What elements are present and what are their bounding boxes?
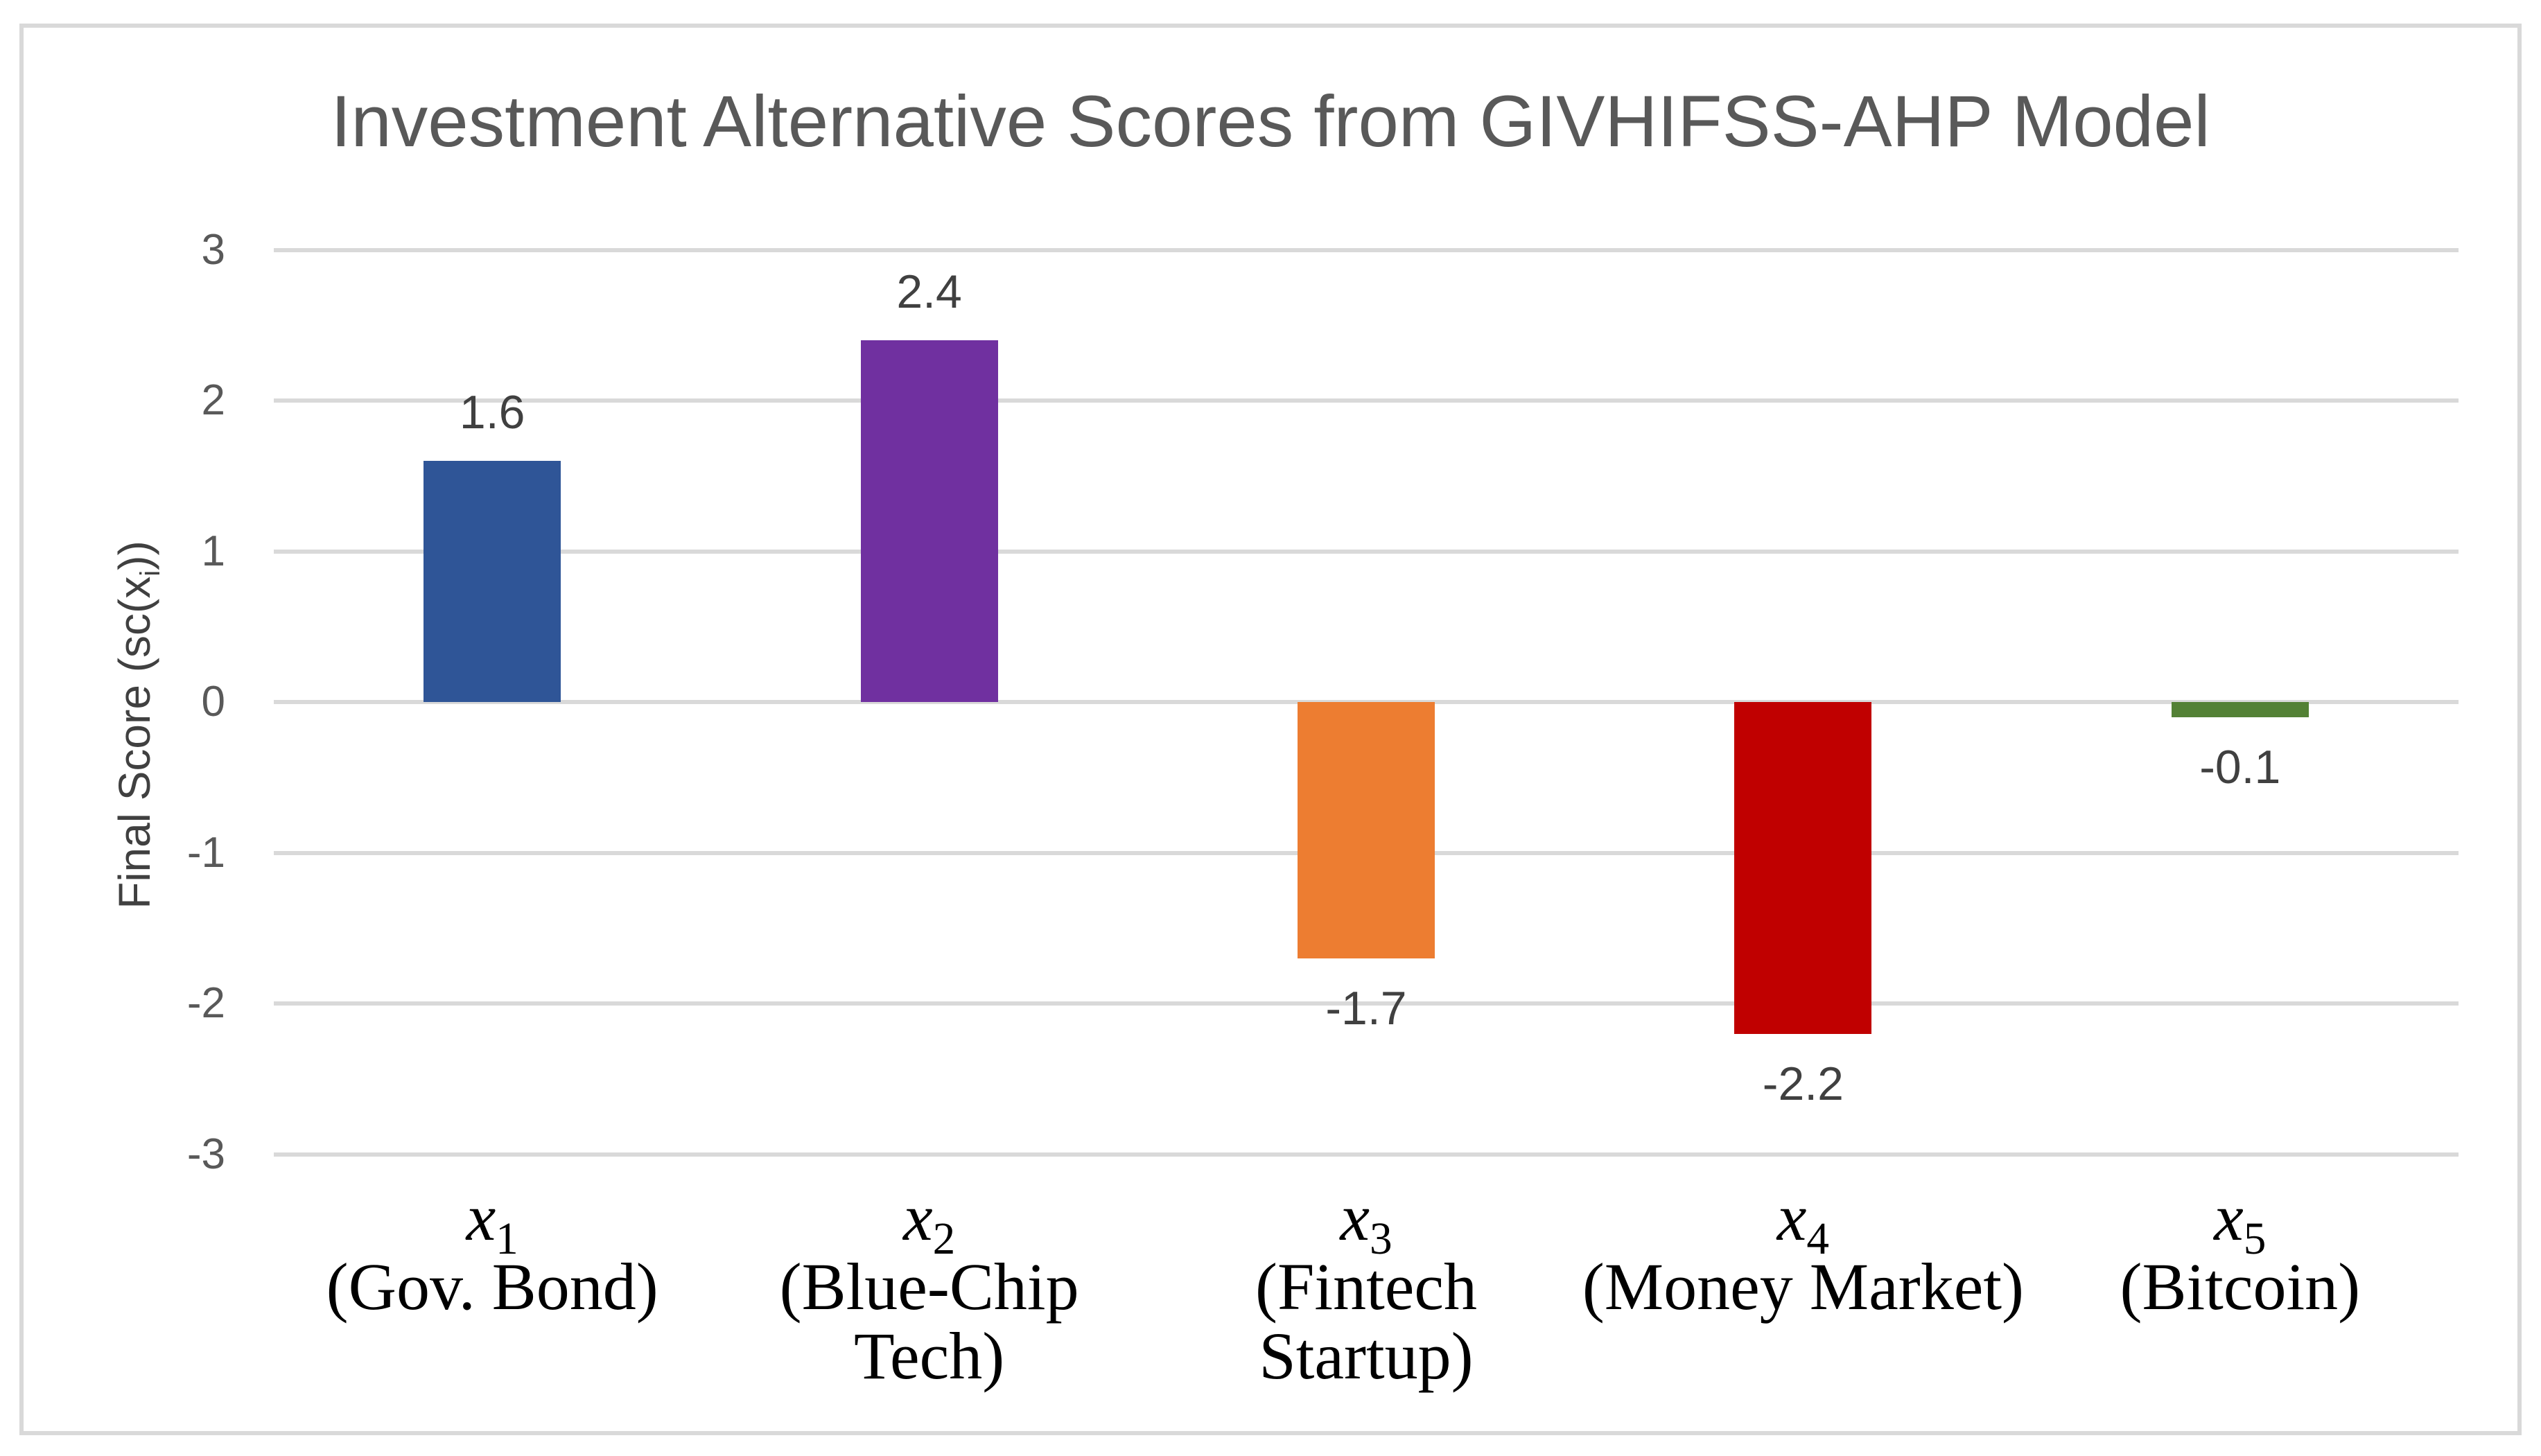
bar-x4 <box>1734 702 1872 1034</box>
y-tick-label--2: -2 <box>186 979 225 1027</box>
category-symbol-x4: x4 <box>1776 1180 1830 1265</box>
category-name-line: (Fintech <box>1255 1249 1477 1324</box>
bar-x3 <box>1298 702 1435 958</box>
data-label-x2: 2.4 <box>896 265 962 318</box>
gridline-y2 <box>274 398 2459 403</box>
category-label-x5: x5 (Bitcoin) <box>2018 1183 2462 1322</box>
chart-title: Investment Alternative Scores from GIVHI… <box>331 81 2210 162</box>
gridline-y-2 <box>274 1001 2459 1006</box>
y-tick-label-1: 1 <box>201 527 225 575</box>
data-label-x3: -1.7 <box>1325 981 1407 1035</box>
category-symbol-x2: x2 <box>902 1180 956 1265</box>
data-label-x5: -0.1 <box>2199 740 2281 793</box>
category-name-line: (Money Market) <box>1582 1249 2024 1324</box>
data-label-x1: 1.6 <box>459 386 525 439</box>
bar-x5 <box>2171 702 2309 717</box>
data-label-x4: -2.2 <box>1762 1057 1844 1110</box>
category-name-line: Tech) <box>854 1319 1005 1393</box>
category-label-x3: x3 (Fintech Startup) <box>1144 1183 1588 1391</box>
y-tick-label--3: -3 <box>186 1130 225 1178</box>
y-tick-label--1: -1 <box>186 828 225 877</box>
category-name-line: (Blue-Chip <box>779 1249 1079 1324</box>
gridline-y-3 <box>274 1152 2459 1157</box>
gridline-y1 <box>274 549 2459 554</box>
chart-border <box>19 24 2522 1435</box>
category-label-x4: x4 (Money Market) <box>1581 1183 2025 1322</box>
category-symbol-x5: x5 <box>2214 1180 2267 1265</box>
category-name-line: (Bitcoin) <box>2120 1249 2361 1324</box>
gridline-y3 <box>274 247 2459 252</box>
category-symbol-x3: x3 <box>1340 1180 1392 1265</box>
y-tick-label-2: 2 <box>201 376 225 424</box>
category-name-line: (Gov. Bond) <box>326 1249 658 1324</box>
category-name-line: Startup) <box>1259 1319 1474 1393</box>
category-label-x1: x1 (Gov. Bond) <box>270 1183 714 1322</box>
y-tick-label-0: 0 <box>201 678 225 726</box>
bar-x1 <box>424 461 561 702</box>
category-label-x2: x2 (Blue-Chip Tech) <box>708 1183 1151 1391</box>
bar-x2 <box>860 340 998 702</box>
category-symbol-x1: x1 <box>466 1180 518 1265</box>
y-tick-label-3: 3 <box>201 225 225 274</box>
